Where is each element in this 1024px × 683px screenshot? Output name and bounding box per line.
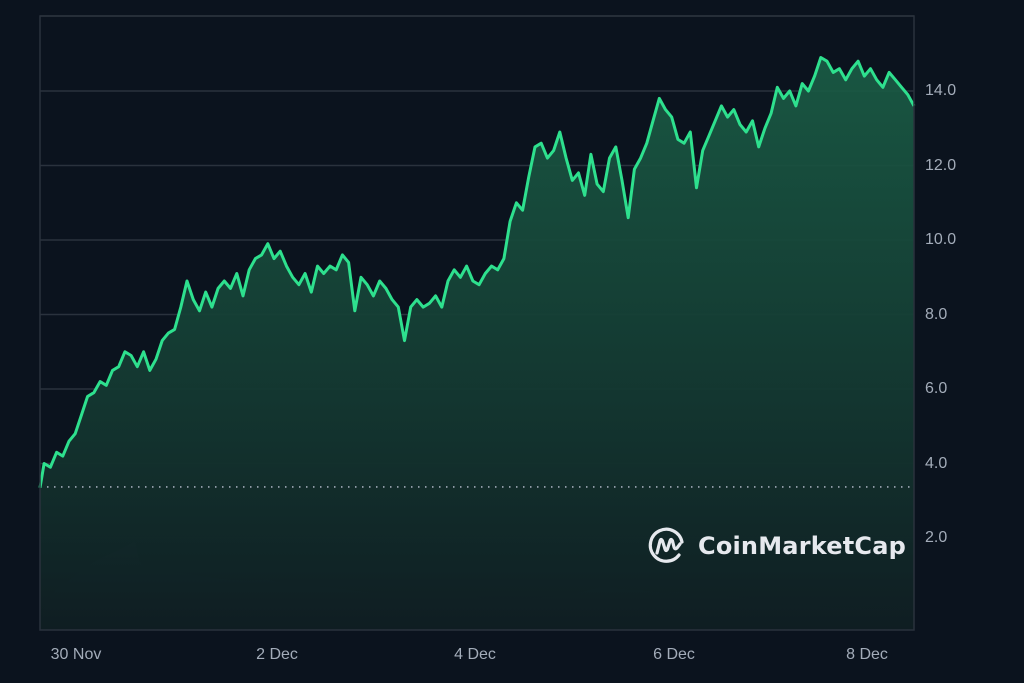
price-line[interactable] [38, 56, 916, 488]
x-tick-label: 4 Dec [454, 646, 496, 663]
y-tick-label: 14.0 [925, 82, 957, 99]
y-tick-label: 8.0 [925, 305, 948, 323]
plot-frame [39, 15, 915, 631]
watermark: CoinMarketCap [646, 525, 906, 567]
y-tick-label: 10.0 [925, 231, 957, 248]
y-tick-label: 12.0 [925, 156, 957, 174]
y-tick-label: 4.0 [925, 454, 948, 472]
x-tick-label: 2 Dec [256, 646, 298, 663]
coinmarketcap-logo-icon [648, 527, 684, 563]
x-tick-label: 30 Nov [50, 646, 102, 663]
watermark-brand: CoinMarketCap [698, 532, 906, 560]
x-tick-label: 8 Dec [846, 646, 888, 663]
y-tick-label: 6.0 [925, 380, 948, 397]
y-tick-label: 2.0 [925, 529, 948, 546]
x-tick-label: 6 Dec [653, 646, 695, 663]
